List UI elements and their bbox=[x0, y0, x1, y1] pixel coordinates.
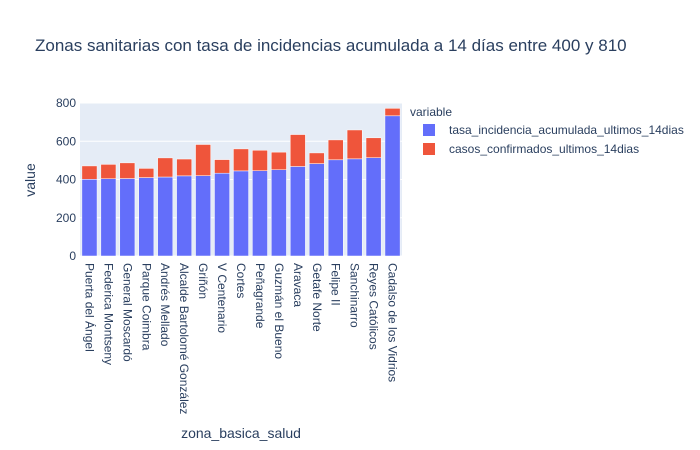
bar-casos[interactable] bbox=[365, 137, 382, 158]
x-tick-label: Federica Montseny bbox=[101, 263, 115, 365]
bar-tasa[interactable] bbox=[138, 177, 155, 257]
bar-casos[interactable] bbox=[195, 144, 211, 176]
bar-casos[interactable] bbox=[214, 159, 230, 174]
x-tick-label: Getafe Norte bbox=[310, 263, 324, 332]
bar-tasa[interactable] bbox=[327, 159, 344, 257]
bar-tasa[interactable] bbox=[271, 169, 287, 257]
x-tick-label: Aravaca bbox=[291, 263, 305, 307]
legend-label: casos_confirmados_ultimos_14dias bbox=[449, 142, 639, 156]
bar-casos[interactable] bbox=[252, 149, 268, 171]
y-tick-labels: 0 200 400 600 800 bbox=[56, 96, 76, 263]
bar-casos[interactable] bbox=[327, 139, 344, 161]
bar-tasa[interactable] bbox=[176, 175, 193, 257]
chart-title: Zonas sanitarias con tasa de incidencias… bbox=[35, 36, 627, 55]
bars bbox=[81, 108, 401, 257]
legend-item[interactable]: casos_confirmados_ultimos_14dias bbox=[423, 142, 639, 156]
y-tick-label: 400 bbox=[56, 173, 76, 187]
bar-tasa[interactable] bbox=[365, 157, 382, 257]
legend-swatch bbox=[423, 124, 435, 136]
y-tick-label: 0 bbox=[69, 249, 76, 263]
bar-casos[interactable] bbox=[100, 164, 117, 179]
y-axis-label: value bbox=[22, 163, 38, 197]
bar-tasa[interactable] bbox=[100, 178, 117, 257]
x-tick-label: Peñagrande bbox=[253, 263, 267, 329]
bar-casos[interactable] bbox=[157, 157, 174, 178]
x-tick-label: Sanchinarro bbox=[348, 263, 362, 328]
bar-casos[interactable] bbox=[233, 148, 249, 172]
bar-tasa[interactable] bbox=[119, 178, 136, 257]
x-tick-labels: Puerta del Ángel Federica Montseny General… bbox=[82, 263, 399, 414]
bar-casos[interactable] bbox=[384, 108, 401, 117]
legend-title: variable bbox=[410, 105, 452, 119]
y-tick-label: 800 bbox=[56, 96, 76, 110]
x-tick-label: Cortes bbox=[234, 263, 248, 298]
bar-tasa[interactable] bbox=[214, 172, 230, 257]
bar-casos[interactable] bbox=[176, 158, 193, 177]
x-tick-label: Felipe II bbox=[329, 263, 343, 306]
x-tick-label: Reyes Católicos bbox=[367, 263, 381, 350]
bar-tasa[interactable] bbox=[233, 170, 249, 257]
x-tick-label: Guzmán el Bueno bbox=[272, 263, 286, 359]
bar-casos[interactable] bbox=[346, 129, 363, 160]
bar-tasa[interactable] bbox=[81, 179, 98, 257]
x-tick-label: General Moscardó bbox=[120, 263, 134, 362]
x-tick-label: Griñón bbox=[196, 263, 210, 299]
bar-casos[interactable] bbox=[308, 152, 325, 164]
x-tick-label: Parque Coimbra bbox=[139, 263, 153, 351]
bar-casos[interactable] bbox=[138, 168, 155, 178]
legend[interactable]: tasa_incidencia_acumulada_ultimos_14dias… bbox=[423, 123, 684, 156]
bar-tasa[interactable] bbox=[384, 115, 401, 257]
x-tick-label: V Centenario bbox=[215, 263, 229, 333]
bar-tasa[interactable] bbox=[308, 163, 325, 257]
legend-label: tasa_incidencia_acumulada_ultimos_14dias bbox=[449, 123, 684, 137]
x-axis-label: zona_basica_salud bbox=[181, 425, 301, 441]
y-tick-label: 200 bbox=[56, 211, 76, 225]
bar-casos[interactable] bbox=[119, 162, 136, 179]
x-tick-label: Cadalso de los Vidrios bbox=[386, 263, 400, 382]
x-tick-label: Alcalde Bartolomé González bbox=[177, 263, 191, 414]
bar-casos[interactable] bbox=[271, 151, 287, 170]
bar-tasa[interactable] bbox=[289, 166, 306, 257]
bar-casos[interactable] bbox=[289, 134, 306, 167]
x-tick-label: Andrés Mellado bbox=[158, 263, 172, 347]
bar-tasa[interactable] bbox=[252, 170, 268, 257]
x-tick-label: Puerta del Ángel bbox=[82, 263, 97, 352]
y-tick-label: 600 bbox=[56, 134, 76, 148]
bar-tasa[interactable] bbox=[195, 175, 211, 257]
bar-tasa[interactable] bbox=[157, 176, 174, 257]
bar-tasa[interactable] bbox=[346, 158, 363, 257]
bar-casos[interactable] bbox=[81, 165, 98, 180]
legend-swatch bbox=[423, 143, 435, 155]
legend-item[interactable]: tasa_incidencia_acumulada_ultimos_14dias bbox=[423, 123, 684, 137]
